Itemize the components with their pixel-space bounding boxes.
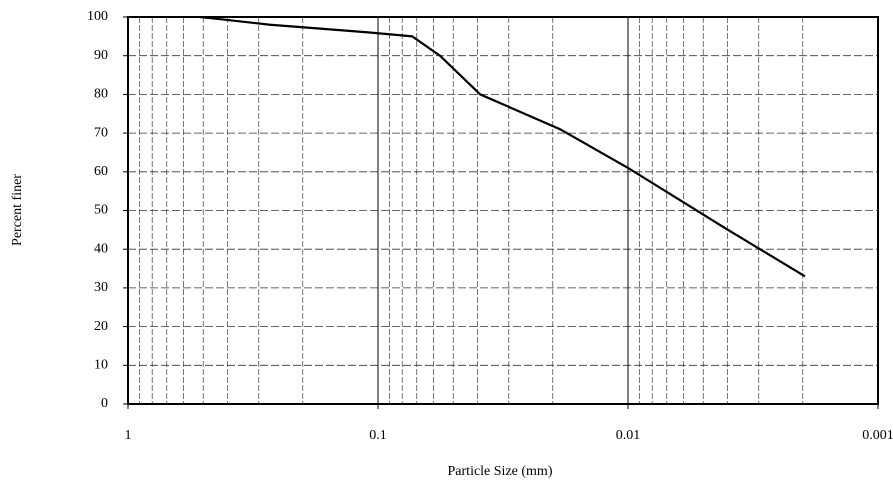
x-tick-label: 0.01	[616, 428, 641, 443]
y-tick-label: 80	[94, 87, 108, 102]
y-tick-label: 70	[94, 125, 108, 140]
x-tick-label: 0.001	[862, 428, 893, 443]
y-tick-label: 30	[94, 280, 108, 295]
y-tick-label: 40	[94, 241, 108, 256]
y-tick-label: 20	[94, 319, 108, 334]
y-axis-label: Percent finer	[10, 174, 25, 246]
x-tick-label: 1	[125, 428, 132, 443]
x-tick-label: 0.1	[369, 428, 387, 443]
y-tick-label: 0	[101, 396, 108, 411]
y-tick-label: 10	[94, 358, 108, 373]
x-axis-label: Particle Size (mm)	[448, 464, 553, 479]
y-tick-label: 100	[87, 9, 108, 24]
y-tick-label: 90	[94, 48, 108, 63]
data-line	[199, 15, 806, 278]
y-tick-label: 50	[94, 203, 108, 218]
plot-frame	[127, 16, 879, 405]
y-tick-label: 60	[94, 164, 108, 179]
